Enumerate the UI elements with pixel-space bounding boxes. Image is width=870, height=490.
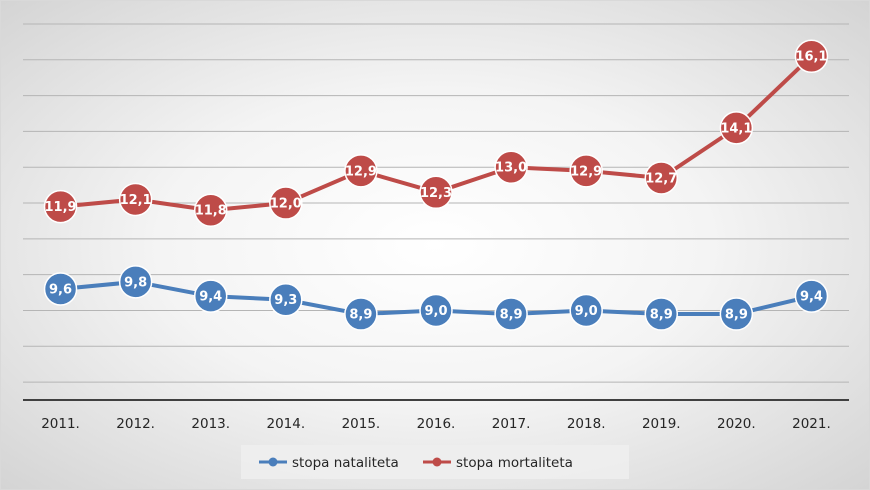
x-tick-label: 2014. <box>266 416 305 432</box>
data-label: 13,0 <box>495 161 527 176</box>
data-label: 9,0 <box>424 304 447 319</box>
data-point <box>43 272 78 306</box>
x-tick-label: 2015. <box>342 416 381 432</box>
data-label: 16,1 <box>795 50 827 65</box>
data-point <box>569 154 603 188</box>
data-label: 9,0 <box>575 304 598 319</box>
data-point <box>419 293 453 328</box>
x-tick-label: 2019. <box>642 416 681 432</box>
data-label: 14,1 <box>720 121 752 136</box>
legend-label: stopa nataliteta <box>292 455 399 471</box>
data-label: 11,8 <box>195 204 227 219</box>
x-tick-label: 2018. <box>567 416 606 432</box>
data-point <box>419 175 453 210</box>
data-label: 9,8 <box>124 275 147 290</box>
data-label: 12,0 <box>270 197 302 212</box>
data-point <box>193 193 228 227</box>
data-label: 8,9 <box>650 308 673 323</box>
x-axis-tick-labels: 2011. 2012. 2013. 2014. 2015. 2016. 2017. 2018.… <box>41 416 831 432</box>
series-lines: 9,6 9,8 9,4 9,3 8,9 9,0 8,9 9,0 8,9 8,9 9,4 11,9 12,… <box>43 39 829 331</box>
data-point <box>344 154 378 188</box>
data-label: 8,9 <box>349 308 372 323</box>
data-point <box>569 293 603 328</box>
x-tick-label: 2011. <box>41 416 80 432</box>
legend-marker <box>432 457 442 467</box>
data-point <box>118 265 153 299</box>
data-label: 12,9 <box>345 164 377 179</box>
data-point <box>494 297 528 331</box>
data-label: 8,9 <box>725 308 748 323</box>
data-label: 9,3 <box>274 293 297 308</box>
x-tick-label: 2013. <box>191 416 230 432</box>
data-point <box>794 39 829 73</box>
x-tick-label: 2017. <box>492 416 531 432</box>
data-label: 8,9 <box>500 308 523 323</box>
legend-entry: stopa nataliteta <box>259 455 399 471</box>
data-point <box>644 161 679 195</box>
legend: stopa nataliteta stopa mortaliteta <box>241 445 629 479</box>
data-label: 9,6 <box>49 282 72 297</box>
data-point <box>269 282 303 317</box>
data-label: 11,9 <box>45 200 77 215</box>
data-label: 9,4 <box>800 290 823 305</box>
x-tick-label: 2020. <box>717 416 756 432</box>
data-label: 9,4 <box>199 290 222 305</box>
data-label: 12,7 <box>645 171 677 186</box>
data-point <box>193 279 228 313</box>
data-label: 12,9 <box>570 164 602 179</box>
legend-entry: stopa mortaliteta <box>423 455 573 471</box>
data-point <box>719 111 754 145</box>
data-point <box>794 279 829 313</box>
legend-label: stopa mortaliteta <box>456 455 573 471</box>
data-point <box>494 150 528 184</box>
x-tick-label: 2016. <box>417 416 456 432</box>
x-tick-label: 2021. <box>792 416 831 432</box>
legend-marker <box>268 457 278 467</box>
series-1: 11,9 12,1 11,8 12,0 12,9 12,3 13,0 12,9 12,7 14,1… <box>43 39 829 227</box>
data-point <box>719 297 754 331</box>
data-point <box>118 182 153 217</box>
data-point <box>269 186 303 220</box>
data-point <box>43 189 78 224</box>
data-point <box>344 297 378 331</box>
series-0: 9,6 9,8 9,4 9,3 8,9 9,0 8,9 9,0 8,9 8,9 9,4 <box>43 265 829 331</box>
x-tick-label: 2012. <box>116 416 155 432</box>
data-label: 12,1 <box>120 193 152 208</box>
data-label: 12,3 <box>420 186 452 201</box>
data-point <box>644 297 679 331</box>
